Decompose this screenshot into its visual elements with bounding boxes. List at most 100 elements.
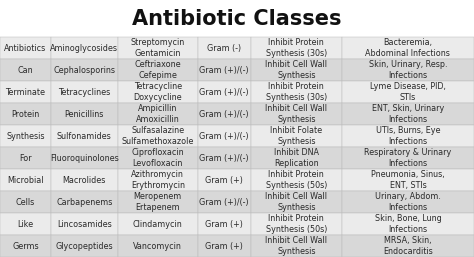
Text: Inhibit Protein
Synthesis (50s): Inhibit Protein Synthesis (50s): [265, 214, 327, 234]
Text: Ceftriaxone
Cefepime: Ceftriaxone Cefepime: [135, 60, 181, 80]
Text: Protein: Protein: [11, 110, 39, 119]
Text: Antibiotic Classes: Antibiotic Classes: [132, 9, 342, 29]
Text: Tetracyclines: Tetracyclines: [58, 88, 110, 97]
Bar: [342, 81, 474, 103]
Bar: [198, 191, 251, 213]
Text: Penicillins: Penicillins: [64, 110, 104, 119]
Bar: [342, 213, 474, 235]
Bar: [198, 81, 251, 103]
Bar: [51, 235, 118, 257]
Text: Bacteremia,
Abdominal Infections: Bacteremia, Abdominal Infections: [365, 38, 450, 58]
Bar: [198, 169, 251, 191]
Text: Clindamycin: Clindamycin: [133, 219, 182, 228]
Bar: [118, 125, 198, 147]
Text: Gram (+)/(-): Gram (+)/(-): [200, 110, 249, 119]
Bar: [51, 103, 118, 125]
Text: Macrolides: Macrolides: [63, 176, 106, 185]
Bar: [118, 59, 198, 81]
Bar: [251, 103, 342, 125]
Bar: [198, 235, 251, 257]
Text: Glycopeptides: Glycopeptides: [55, 242, 113, 251]
Bar: [251, 59, 342, 81]
Bar: [251, 81, 342, 103]
Text: Respiratory & Urinary
Infections: Respiratory & Urinary Infections: [364, 148, 452, 168]
Text: For: For: [19, 154, 32, 163]
Text: Inhibit Protein
Synthesis (30s): Inhibit Protein Synthesis (30s): [265, 38, 327, 58]
Bar: [0, 169, 51, 191]
Text: Gram (+)/(-): Gram (+)/(-): [200, 88, 249, 97]
Text: Meropenem
Ertapenem: Meropenem Ertapenem: [134, 192, 182, 212]
Bar: [198, 59, 251, 81]
Bar: [251, 147, 342, 169]
Bar: [51, 59, 118, 81]
Bar: [198, 147, 251, 169]
Text: Like: Like: [17, 219, 34, 228]
Text: Aminoglycosides: Aminoglycosides: [50, 44, 119, 53]
Text: Can: Can: [18, 66, 33, 75]
Bar: [251, 125, 342, 147]
Text: ENT, Skin, Urinary
Infections: ENT, Skin, Urinary Infections: [372, 104, 444, 124]
Bar: [198, 213, 251, 235]
Bar: [251, 235, 342, 257]
Text: Inhibit Folate
Synthesis: Inhibit Folate Synthesis: [270, 126, 322, 146]
Bar: [118, 235, 198, 257]
Bar: [198, 125, 251, 147]
Text: Lyme Disease, PID,
STIs: Lyme Disease, PID, STIs: [370, 82, 446, 102]
Text: Ciprofloxacin
Levofloxacin: Ciprofloxacin Levofloxacin: [131, 148, 184, 168]
Text: Sulfonamides: Sulfonamides: [57, 132, 112, 141]
Bar: [198, 37, 251, 59]
Bar: [118, 191, 198, 213]
Text: Skin, Urinary, Resp.
Infections: Skin, Urinary, Resp. Infections: [369, 60, 447, 80]
Text: Sulfasalazine
Sulfamethoxazole: Sulfasalazine Sulfamethoxazole: [122, 126, 194, 146]
Bar: [51, 169, 118, 191]
Bar: [0, 81, 51, 103]
Text: Lincosamides: Lincosamides: [57, 219, 112, 228]
Text: Inhibit Cell Wall
Synthesis: Inhibit Cell Wall Synthesis: [265, 236, 327, 256]
Bar: [51, 191, 118, 213]
Bar: [251, 37, 342, 59]
Text: Cephalosporins: Cephalosporins: [54, 66, 115, 75]
Text: Inhibit Cell Wall
Synthesis: Inhibit Cell Wall Synthesis: [265, 192, 327, 212]
Text: MRSA, Skin,
Endocarditis: MRSA, Skin, Endocarditis: [383, 236, 433, 256]
Bar: [118, 81, 198, 103]
Text: Inhibit Cell Wall
Synthesis: Inhibit Cell Wall Synthesis: [265, 104, 327, 124]
Bar: [0, 103, 51, 125]
Bar: [118, 103, 198, 125]
Text: Terminate: Terminate: [5, 88, 46, 97]
Bar: [0, 125, 51, 147]
Bar: [342, 169, 474, 191]
Text: Microbial: Microbial: [7, 176, 44, 185]
Text: Inhibit DNA
Replication: Inhibit DNA Replication: [274, 148, 319, 168]
Bar: [0, 59, 51, 81]
Text: Gram (+)/(-): Gram (+)/(-): [200, 132, 249, 141]
Bar: [118, 147, 198, 169]
Bar: [342, 103, 474, 125]
Text: Urinary, Abdom.
Infections: Urinary, Abdom. Infections: [375, 192, 441, 212]
Text: Gram (+)/(-): Gram (+)/(-): [200, 154, 249, 163]
Text: Synthesis: Synthesis: [6, 132, 45, 141]
Bar: [342, 191, 474, 213]
Text: Gram (+)/(-): Gram (+)/(-): [200, 198, 249, 207]
Bar: [342, 235, 474, 257]
Text: Gram (+): Gram (+): [205, 176, 243, 185]
Bar: [251, 213, 342, 235]
Text: Ampicillin
Amoxicillin: Ampicillin Amoxicillin: [136, 104, 180, 124]
Bar: [51, 147, 118, 169]
Text: Gram (-): Gram (-): [207, 44, 241, 53]
Text: Vancomycin: Vancomycin: [133, 242, 182, 251]
Bar: [118, 169, 198, 191]
Bar: [0, 147, 51, 169]
Bar: [118, 37, 198, 59]
Text: Skin, Bone, Lung
Infections: Skin, Bone, Lung Infections: [374, 214, 441, 234]
Text: Carbapenems: Carbapenems: [56, 198, 112, 207]
Bar: [118, 213, 198, 235]
Text: Inhibit Cell Wall
Synthesis: Inhibit Cell Wall Synthesis: [265, 60, 327, 80]
Text: Pneumonia, Sinus,
ENT, STIs: Pneumonia, Sinus, ENT, STIs: [371, 170, 445, 190]
Text: Cells: Cells: [16, 198, 35, 207]
Bar: [251, 169, 342, 191]
Text: Gram (+): Gram (+): [205, 219, 243, 228]
Text: Fluoroquinolones: Fluoroquinolones: [50, 154, 119, 163]
Bar: [51, 213, 118, 235]
Text: Inhibit Protein
Synthesis (50s): Inhibit Protein Synthesis (50s): [265, 170, 327, 190]
Bar: [342, 59, 474, 81]
